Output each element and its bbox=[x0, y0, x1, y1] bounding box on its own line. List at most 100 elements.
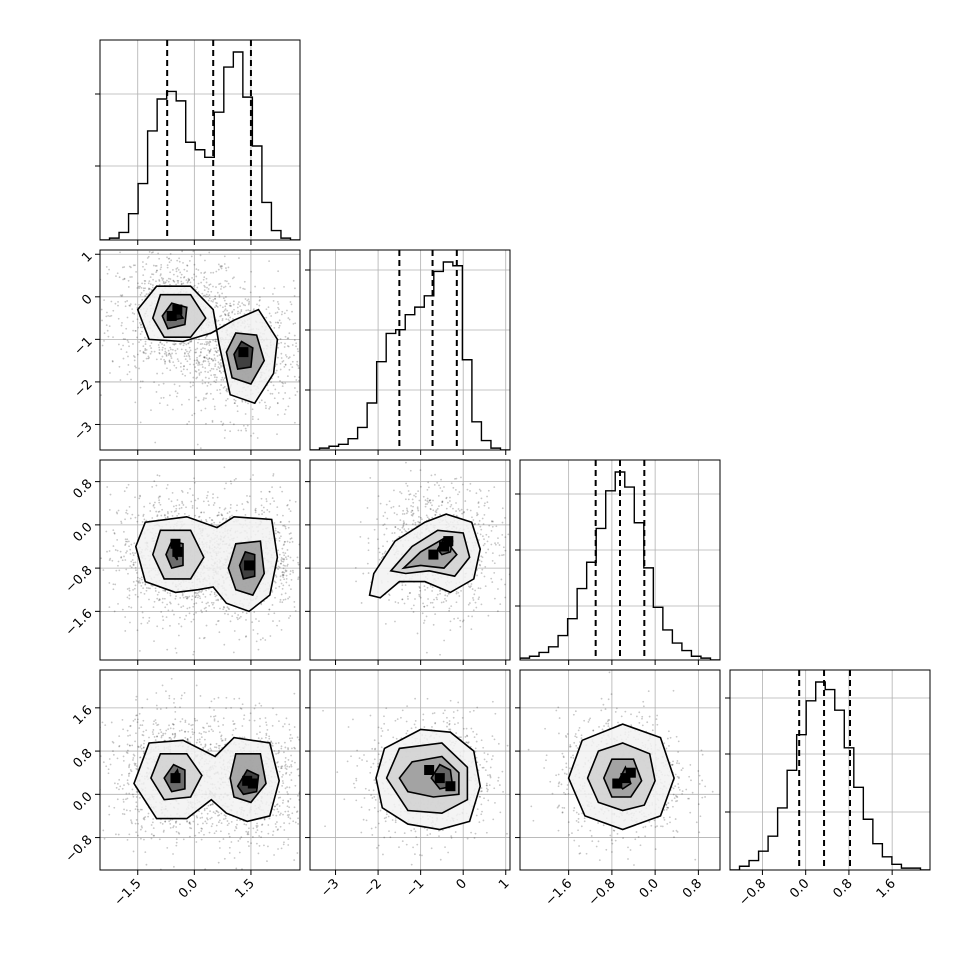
scatter-point bbox=[219, 392, 222, 395]
scatter-point bbox=[126, 588, 129, 590]
scatter-point bbox=[449, 505, 452, 508]
scatter-point bbox=[191, 595, 194, 598]
scatter-point bbox=[480, 555, 483, 558]
scatter-point bbox=[156, 735, 159, 738]
scatter-point bbox=[204, 382, 207, 384]
scatter-point bbox=[111, 360, 114, 363]
scatter-point bbox=[286, 309, 288, 312]
scatter-point bbox=[281, 574, 284, 577]
scatter-point bbox=[281, 601, 284, 604]
y-tick-label: 1 bbox=[79, 249, 95, 265]
scatter-point bbox=[274, 388, 277, 391]
scatter-point bbox=[399, 491, 401, 493]
scatter-point bbox=[232, 300, 235, 303]
scatter-point bbox=[483, 575, 486, 578]
scatter-point bbox=[262, 506, 265, 509]
scatter-point bbox=[165, 353, 168, 356]
scatter-point bbox=[514, 503, 516, 505]
scatter-point bbox=[266, 509, 269, 511]
scatter-point bbox=[272, 384, 275, 387]
scatter-point bbox=[445, 497, 448, 500]
scatter-point bbox=[167, 277, 170, 280]
scatter-point bbox=[284, 342, 286, 345]
scatter-panel-2-1 bbox=[305, 459, 516, 665]
scatter-point bbox=[148, 251, 151, 253]
scatter-point bbox=[155, 271, 158, 274]
scatter-point bbox=[274, 529, 277, 532]
scatter-point bbox=[196, 507, 199, 510]
scatter-point bbox=[74, 746, 76, 748]
scatter-point bbox=[156, 474, 159, 477]
scatter-point bbox=[388, 599, 390, 601]
scatter-point bbox=[150, 288, 153, 291]
scatter-point bbox=[224, 308, 227, 311]
scatter-point bbox=[284, 392, 287, 394]
scatter-point bbox=[180, 625, 183, 628]
scatter-point bbox=[148, 620, 150, 622]
scatter-point bbox=[213, 502, 216, 504]
scatter-point bbox=[468, 602, 471, 604]
scatter-point bbox=[285, 569, 288, 572]
scatter-point bbox=[164, 360, 167, 363]
scatter-point bbox=[200, 591, 203, 593]
scatter-point bbox=[429, 584, 432, 587]
scatter-point bbox=[428, 499, 431, 502]
scatter-point bbox=[160, 263, 163, 266]
scatter-point bbox=[286, 549, 289, 551]
scatter-point bbox=[392, 505, 395, 508]
scatter-point bbox=[152, 733, 155, 736]
scatter-point bbox=[211, 419, 214, 422]
scatter-point bbox=[207, 500, 210, 503]
scatter-point bbox=[195, 611, 197, 614]
scatter-point bbox=[231, 615, 234, 618]
scatter-point bbox=[226, 454, 228, 456]
scatter-point bbox=[166, 367, 168, 370]
scatter-point bbox=[401, 526, 404, 529]
scatter-point bbox=[218, 283, 220, 286]
scatter-point bbox=[263, 511, 266, 514]
scatter-point bbox=[278, 553, 281, 556]
scatter-point bbox=[217, 511, 220, 514]
scatter-point bbox=[213, 593, 216, 596]
scatter-point bbox=[221, 424, 224, 426]
scatter-point bbox=[180, 276, 182, 279]
scatter-point bbox=[173, 510, 176, 513]
scatter-point bbox=[367, 572, 370, 574]
scatter-point bbox=[118, 276, 121, 279]
scatter-point bbox=[405, 523, 408, 526]
scatter-point bbox=[191, 504, 194, 507]
scatter-point bbox=[189, 340, 192, 343]
scatter-point bbox=[162, 382, 165, 385]
scatter-point bbox=[188, 279, 191, 281]
scatter-point bbox=[202, 359, 205, 362]
scatter-point bbox=[173, 736, 176, 739]
scatter-point bbox=[134, 329, 137, 332]
scatter-point bbox=[152, 251, 154, 254]
scatter-point bbox=[96, 536, 98, 538]
scatter-point bbox=[271, 486, 273, 489]
scatter-point bbox=[153, 640, 155, 643]
scatter-point bbox=[126, 300, 129, 302]
scatter-point bbox=[401, 584, 404, 587]
scatter-point bbox=[147, 357, 150, 360]
scatter-point bbox=[220, 598, 222, 600]
scatter-point bbox=[458, 491, 461, 493]
scatter-point bbox=[206, 722, 208, 725]
scatter-point bbox=[217, 598, 219, 601]
scatter-point bbox=[155, 510, 158, 513]
scatter-point bbox=[158, 349, 161, 351]
scatter-point bbox=[245, 635, 248, 638]
scatter-point bbox=[126, 596, 129, 599]
scatter-point bbox=[322, 555, 324, 557]
scatter-point bbox=[176, 279, 179, 282]
scatter-point bbox=[168, 360, 171, 363]
scatter-point bbox=[154, 441, 157, 444]
scatter-point bbox=[268, 490, 271, 493]
scatter-point bbox=[376, 518, 378, 521]
panel-frame bbox=[99, 39, 301, 241]
scatter-point bbox=[274, 312, 277, 314]
scatter-point bbox=[176, 358, 179, 361]
scatter-point bbox=[461, 620, 464, 623]
scatter-point bbox=[188, 260, 191, 262]
scatter-point bbox=[133, 587, 136, 590]
